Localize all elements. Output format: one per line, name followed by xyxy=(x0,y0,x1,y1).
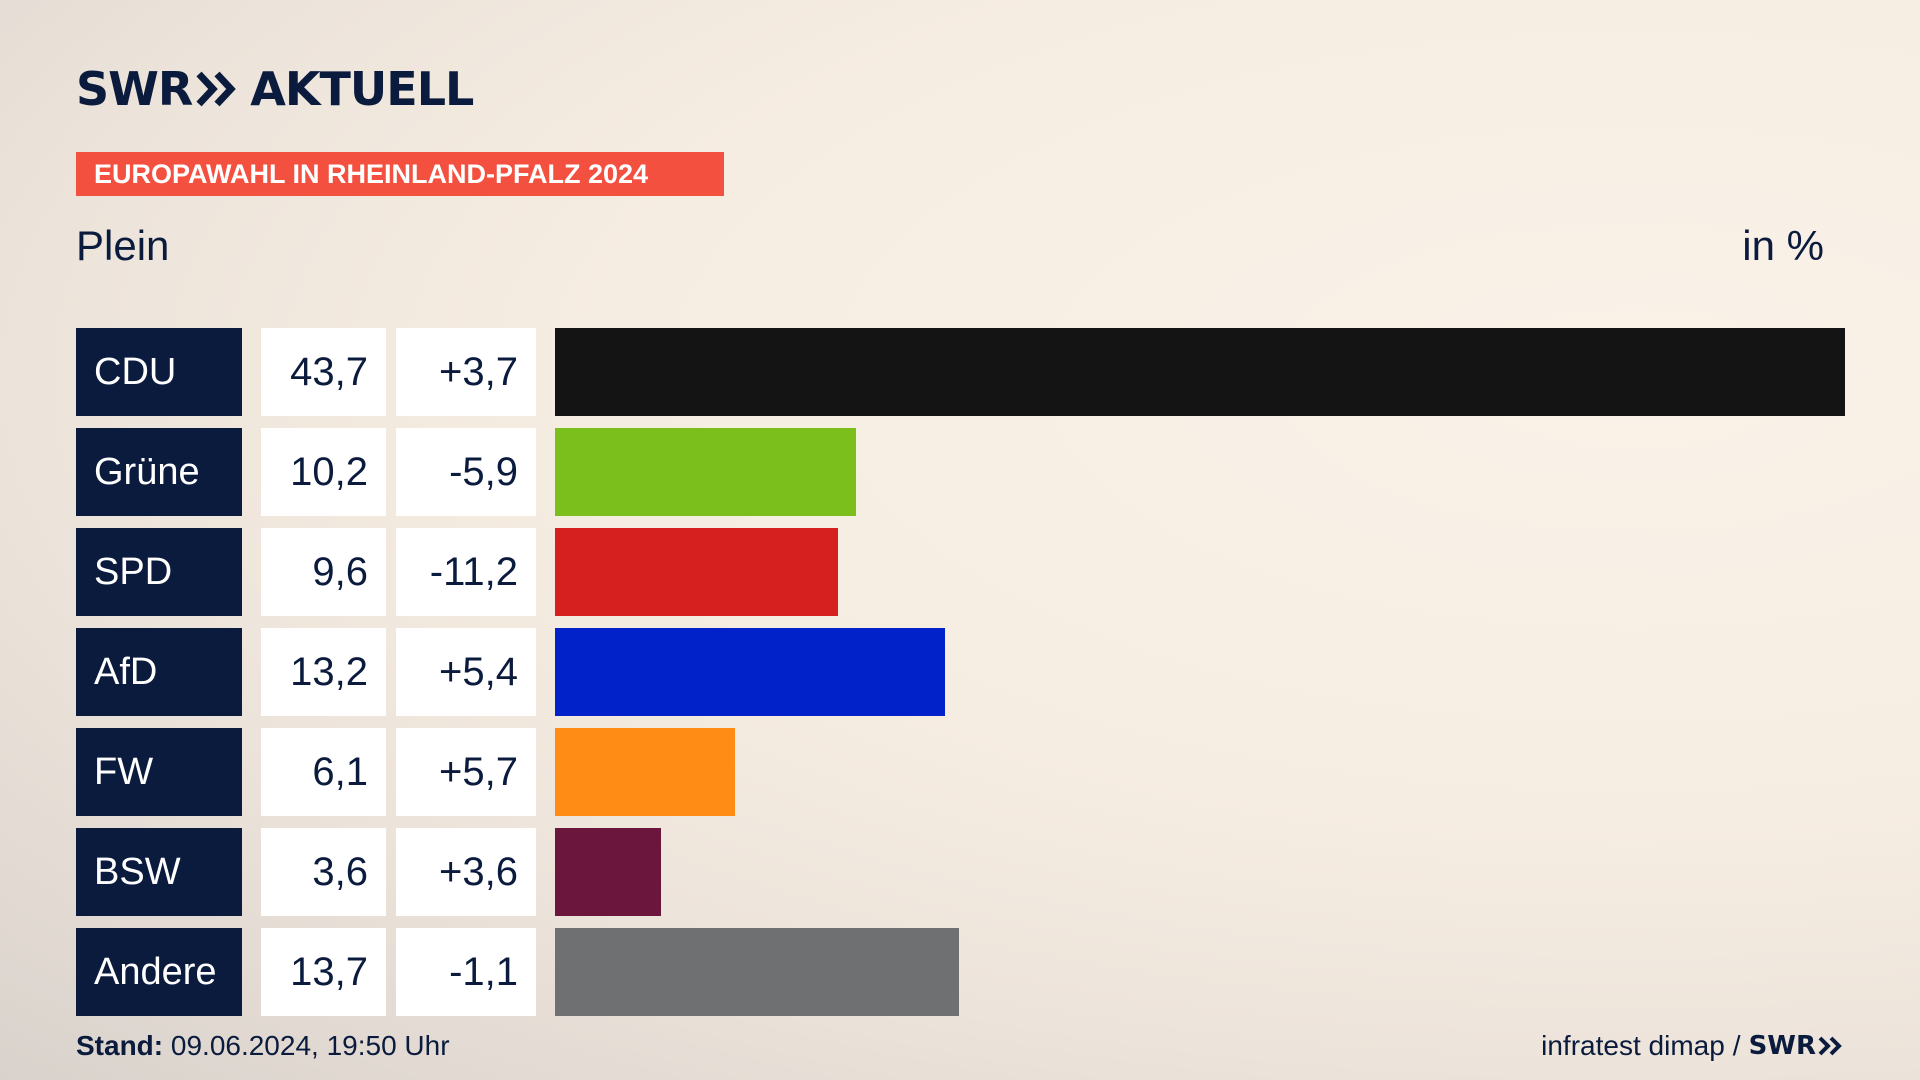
timestamp: Stand: 09.06.2024, 19:50 Uhr xyxy=(76,1030,450,1062)
vote-share-value: 10,2 xyxy=(261,428,386,516)
logo-text-swr: SWR xyxy=(76,62,193,116)
vote-share-bar xyxy=(555,528,838,616)
chart-subtitle: Plein xyxy=(76,222,170,269)
result-row: Andere 13,7 -1,1 xyxy=(76,928,1846,1016)
election-banner: EUROPAWAHL IN RHEINLAND-PFALZ 2024 xyxy=(76,152,724,196)
change-value: -11,2 xyxy=(396,528,536,616)
swr-mini-logo: SWR xyxy=(1749,1031,1844,1061)
source-separator: / xyxy=(1732,1030,1741,1061)
vote-share-bar xyxy=(555,928,959,1016)
vote-share-value: 43,7 xyxy=(261,328,386,416)
party-label: FW xyxy=(76,728,242,816)
change-value: -5,9 xyxy=(396,428,536,516)
change-value: +3,6 xyxy=(396,828,536,916)
change-value: +3,7 xyxy=(396,328,536,416)
vote-share-bar xyxy=(555,828,661,916)
vote-share-bar xyxy=(555,728,735,816)
source-credit: infratest dimap / SWR xyxy=(1541,1030,1844,1062)
change-value: -1,1 xyxy=(396,928,536,1016)
party-label: BSW xyxy=(76,828,242,916)
vote-share-value: 13,7 xyxy=(261,928,386,1016)
result-row: BSW 3,6 +3,6 xyxy=(76,828,1846,916)
vote-share-bar xyxy=(555,328,1845,416)
vote-share-bar xyxy=(555,428,856,516)
result-row: Grüne 10,2 -5,9 xyxy=(76,428,1846,516)
timestamp-label: Stand: xyxy=(76,1030,164,1061)
vote-share-value: 6,1 xyxy=(261,728,386,816)
change-value: +5,4 xyxy=(396,628,536,716)
vote-share-bar xyxy=(555,628,945,716)
result-row: SPD 9,6 -11,2 xyxy=(76,528,1846,616)
vote-share-value: 13,2 xyxy=(261,628,386,716)
party-label: SPD xyxy=(76,528,242,616)
party-label: Andere xyxy=(76,928,242,1016)
result-row: CDU 43,7 +3,7 xyxy=(76,328,1846,416)
mini-chevron-icon xyxy=(1818,1036,1842,1056)
timestamp-value: 09.06.2024, 19:50 Uhr xyxy=(170,1030,450,1061)
vote-share-value: 9,6 xyxy=(261,528,386,616)
party-label: CDU xyxy=(76,328,242,416)
mini-logo-text: SWR xyxy=(1748,1031,1816,1061)
swr-aktuell-logo: SWR AKTUELL xyxy=(76,62,474,116)
party-label: Grüne xyxy=(76,428,242,516)
change-value: +5,7 xyxy=(396,728,536,816)
party-label: AfD xyxy=(76,628,242,716)
result-row: AfD 13,2 +5,4 xyxy=(76,628,1846,716)
unit-label: in % xyxy=(1742,222,1824,269)
double-chevron-icon xyxy=(196,70,238,108)
source-name: infratest dimap xyxy=(1541,1030,1725,1061)
vote-share-value: 3,6 xyxy=(261,828,386,916)
result-row: FW 6,1 +5,7 xyxy=(76,728,1846,816)
logo-text-aktuell: AKTUELL xyxy=(250,62,474,116)
